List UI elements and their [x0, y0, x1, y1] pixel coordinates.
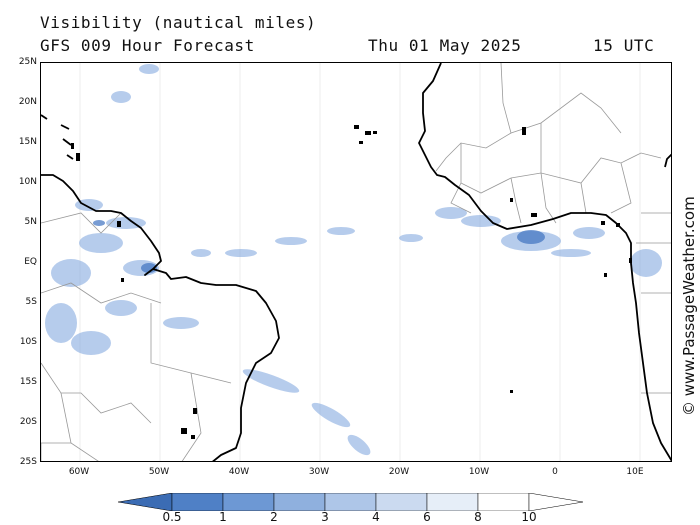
lon-label-20w: 20W [388, 467, 410, 477]
lat-label-20n: 20N [18, 97, 37, 107]
very-low-visibility-areas [93, 220, 545, 273]
islands [71, 125, 632, 439]
legend-label-10: 10 [521, 510, 537, 524]
lat-label-25n: 25N [18, 57, 37, 67]
lon-label-40w: 40W [228, 467, 250, 477]
legend-arrow-left [118, 493, 173, 511]
lon-label-30w: 30W [308, 467, 330, 477]
country-borders [41, 63, 671, 461]
lon-label-0: 0 [552, 467, 558, 477]
coastlines [41, 63, 671, 461]
lon-label-10w: 10W [468, 467, 490, 477]
legend-swatch-1 [171, 493, 224, 511]
lat-label-20s: 20S [19, 417, 37, 427]
watermark-text: © www.PassageWeather.com [680, 196, 698, 416]
forecast-subtitle: GFS 009 Hour Forecast [40, 36, 255, 55]
lat-label-10n: 10N [18, 177, 37, 187]
lat-label-15n: 15N [18, 137, 37, 147]
visibility-legend [118, 493, 584, 511]
legend-swatch-3 [273, 493, 326, 511]
legend-swatch-5 [375, 493, 428, 511]
legend-swatch-4 [324, 493, 377, 511]
lat-label-10s: 10S [19, 337, 37, 347]
forecast-date: Thu 01 May 2025 [368, 36, 522, 55]
legend-label-3: 3 [321, 510, 329, 524]
lat-label-25s: 25S [19, 457, 37, 467]
map-canvas [41, 63, 671, 461]
lon-label-60w: 60W [68, 467, 90, 477]
legend-swatch-6 [426, 493, 479, 511]
forecast-time: 15 UTC [593, 36, 655, 55]
lon-label-10e: 10E [626, 467, 644, 477]
lat-label-5n: 5N [24, 217, 37, 227]
lat-label-eq: EQ [24, 257, 37, 267]
legend-arrow-right [528, 493, 584, 511]
legend-swatch-7 [477, 493, 530, 511]
visibility-map[interactable] [40, 62, 672, 462]
watermark: © www.PassageWeather.com [680, 196, 698, 416]
legend-label-0-5: 0.5 [162, 510, 182, 524]
lat-label-5s: 5S [25, 297, 37, 307]
legend-label-6: 6 [423, 510, 431, 524]
legend-label-2: 2 [270, 510, 278, 524]
legend-swatch-2 [222, 493, 275, 511]
map-graticule [79, 63, 641, 461]
legend-label-1: 1 [219, 510, 227, 524]
lat-label-15s: 15S [19, 377, 37, 387]
legend-label-8: 8 [474, 510, 482, 524]
legend-label-4: 4 [372, 510, 380, 524]
map-title: Visibility (nautical miles) [40, 13, 317, 32]
lon-label-50w: 50W [148, 467, 170, 477]
low-visibility-areas [45, 64, 662, 456]
